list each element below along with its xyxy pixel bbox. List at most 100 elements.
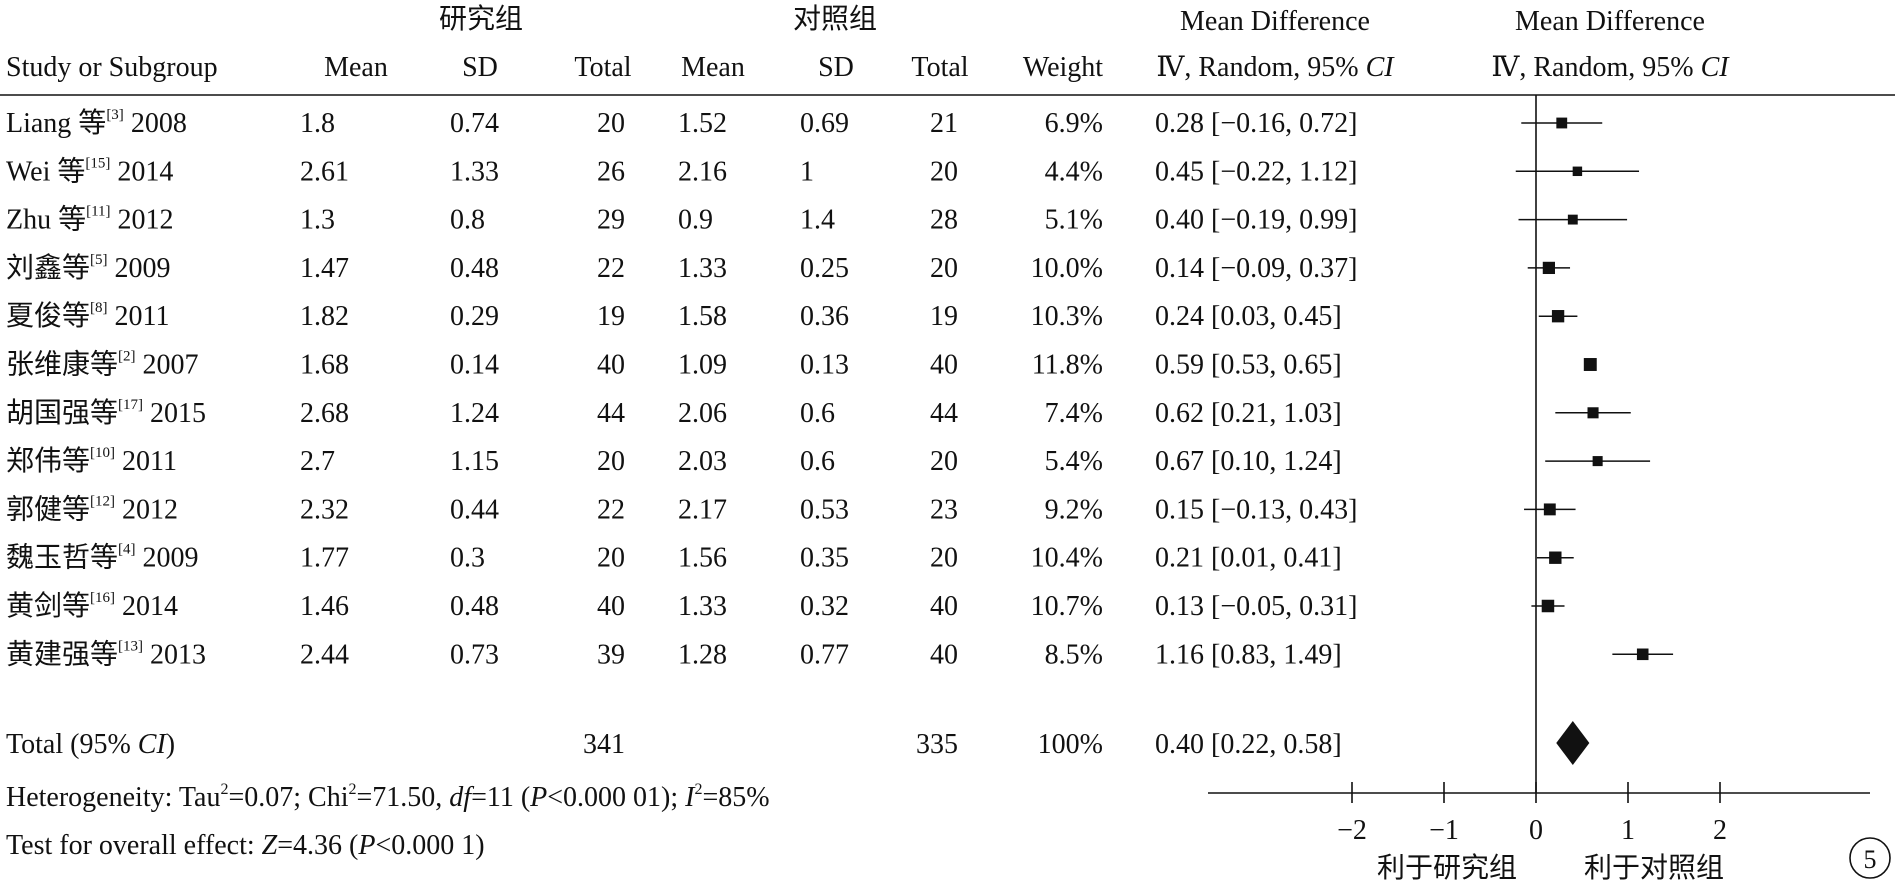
- cell-n-c: 23: [930, 494, 958, 525]
- cell-mean-c: 2.16: [678, 156, 727, 187]
- cell-n-c: 28: [930, 205, 958, 236]
- ctrl-mean-header: Mean: [681, 52, 745, 83]
- cell-mean-c: 1.52: [678, 108, 727, 139]
- cell-sd-e: 0.14: [450, 350, 499, 381]
- study-label: 胡国强等[17] 2015: [6, 397, 206, 429]
- cell-ci-text: 0.14 [−0.09, 0.37]: [1155, 253, 1357, 284]
- study-row: 胡国强等[17] 2015 2.68 1.24 44 2.06 0.6 44 7.4% 0.62…: [6, 397, 1631, 429]
- cell-sd-e: 1.15: [450, 446, 499, 477]
- cell-ci-text: 0.59 [0.53, 0.65]: [1155, 350, 1342, 381]
- cell-weight: 5.1%: [1045, 205, 1103, 236]
- study-label: 刘鑫等[5] 2009: [6, 252, 171, 284]
- cell-n-c: 20: [930, 543, 958, 574]
- cell-mean-e: 1.8: [300, 108, 335, 139]
- total-ctrl: 335: [916, 729, 958, 760]
- study-label: 魏玉哲等[4] 2009: [6, 542, 199, 574]
- cell-mean-e: 1.77: [300, 543, 349, 574]
- x-tick-label: −1: [1429, 815, 1459, 846]
- study-label: 张维康等[2] 2007: [6, 349, 199, 381]
- study-row: Liang 等[3] 2008 1.8 0.74 20 1.52 0.69 21 6.9% 0.…: [6, 107, 1603, 139]
- cell-n-e: 22: [597, 494, 625, 525]
- effect-square: [1543, 503, 1556, 516]
- cell-sd-e: 0.74: [450, 108, 499, 139]
- heterogeneity-text: Heterogeneity: Tau2=0.07; Chi2=71.50, df…: [6, 781, 770, 813]
- group-experimental-label: 研究组: [439, 3, 523, 35]
- cell-mean-e: 1.3: [300, 205, 335, 236]
- study-column-header: Study or Subgroup: [6, 52, 218, 83]
- cell-sd-c: 0.35: [800, 543, 849, 574]
- cell-n-c: 19: [930, 301, 958, 332]
- cell-mean-e: 1.47: [300, 253, 349, 284]
- cell-mean-e: 2.61: [300, 156, 349, 187]
- panel-label: 5: [1864, 845, 1877, 874]
- effect-square: [1587, 407, 1599, 419]
- cell-sd-c: 0.25: [800, 253, 849, 284]
- exp-total-header: Total: [574, 52, 631, 83]
- pooled-diamond: [1556, 721, 1590, 765]
- cell-sd-c: 1: [800, 156, 814, 187]
- plot-area: −2 −1 0 1 2: [1208, 95, 1870, 846]
- effect-square: [1567, 214, 1578, 225]
- cell-sd-e: 0.8: [450, 205, 485, 236]
- x-tick-label: 0: [1529, 815, 1543, 846]
- effect-square: [1542, 261, 1555, 275]
- cell-ci-text: 0.13 [−0.05, 0.31]: [1155, 591, 1357, 622]
- panel-label-circle: [1849, 837, 1891, 879]
- cell-sd-e: 0.3: [450, 543, 485, 574]
- study-row: Wei 等[15] 2014 2.61 1.33 26 2.16 1 20 4.4% 0.45 …: [6, 155, 1640, 187]
- study-row: 夏俊等[8] 2011 1.82 0.29 19 1.58 0.36 19 10.3% 0.24…: [6, 300, 1578, 332]
- cell-n-c: 20: [930, 446, 958, 477]
- cell-sd-e: 0.73: [450, 639, 499, 670]
- effect-square: [1541, 599, 1555, 613]
- cell-mean-c: 1.33: [678, 591, 727, 622]
- cell-mean-c: 1.28: [678, 639, 727, 670]
- study-label: Zhu 等[11] 2012: [6, 204, 174, 236]
- exp-mean-header: Mean: [324, 52, 388, 83]
- favours-right-label: 利于对照组: [1584, 852, 1724, 884]
- study-row: 郭健等[12] 2012 2.32 0.44 22 2.17 0.53 23 9.2% 0.15…: [6, 493, 1576, 525]
- total-label: Total (95% CI): [6, 729, 175, 760]
- cell-weight: 10.3%: [1031, 301, 1103, 332]
- cell-mean-c: 2.03: [678, 446, 727, 477]
- cell-n-c: 20: [930, 253, 958, 284]
- cell-sd-c: 0.69: [800, 108, 849, 139]
- effect-square: [1549, 551, 1562, 564]
- study-row: Zhu 等[11] 2012 1.3 0.8 29 0.9 1.4 28 5.1% 0.40 […: [6, 204, 1628, 236]
- md-title-plot: Mean Difference: [1515, 6, 1705, 37]
- cell-mean-c: 1.33: [678, 253, 727, 284]
- total-ci: 0.40 [0.22, 0.58]: [1155, 729, 1342, 760]
- md-method-numeric: Ⅳ, Random, 95% CI: [1156, 52, 1395, 83]
- total-weight: 100%: [1038, 729, 1103, 760]
- cell-ci-text: 0.24 [0.03, 0.45]: [1155, 301, 1342, 332]
- cell-mean-e: 2.44: [300, 639, 349, 670]
- cell-sd-c: 0.77: [800, 639, 849, 670]
- effect-square: [1592, 456, 1603, 467]
- study-label: Wei 等[15] 2014: [6, 155, 173, 187]
- effect-square: [1572, 166, 1583, 177]
- study-row: 郑伟等[10] 2011 2.7 1.15 20 2.03 0.6 20 5.4% 0.67 […: [6, 445, 1651, 477]
- study-row: 黄剑等[16] 2014 1.46 0.48 40 1.33 0.32 40 10.7% 0.1…: [6, 590, 1565, 622]
- x-tick-label: 1: [1621, 815, 1635, 846]
- cell-n-e: 44: [597, 398, 625, 429]
- cell-mean-c: 1.58: [678, 301, 727, 332]
- cell-n-c: 40: [930, 591, 958, 622]
- cell-mean-c: 2.06: [678, 398, 727, 429]
- cell-ci-text: 0.21 [0.01, 0.41]: [1155, 543, 1342, 574]
- cell-ci-text: 0.62 [0.21, 1.03]: [1155, 398, 1342, 429]
- cell-n-e: 26: [597, 156, 625, 187]
- cell-sd-e: 0.48: [450, 591, 499, 622]
- cell-mean-c: 0.9: [678, 205, 713, 236]
- cell-mean-e: 2.7: [300, 446, 335, 477]
- cell-sd-e: 1.33: [450, 156, 499, 187]
- cell-sd-c: 0.6: [800, 398, 835, 429]
- favours-left-label: 利于研究组: [1377, 852, 1517, 884]
- effect-square: [1636, 648, 1649, 661]
- weight-header: Weight: [1023, 52, 1103, 83]
- cell-ci-text: 0.28 [−0.16, 0.72]: [1155, 108, 1357, 139]
- ctrl-sd-header: SD: [818, 52, 854, 83]
- cell-weight: 10.4%: [1031, 543, 1103, 574]
- cell-sd-e: 0.48: [450, 253, 499, 284]
- cell-mean-e: 1.82: [300, 301, 349, 332]
- cell-weight: 4.4%: [1045, 156, 1103, 187]
